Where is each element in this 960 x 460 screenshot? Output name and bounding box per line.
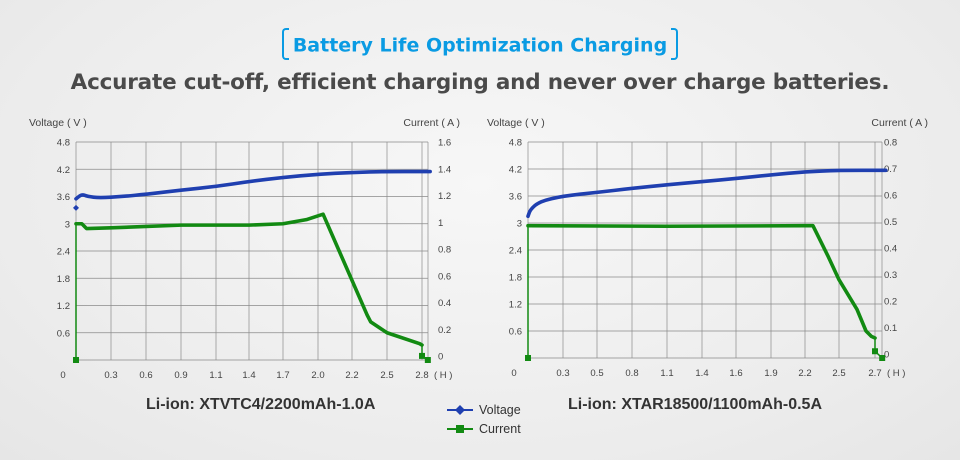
- chart-2-y-right-axis-title: Current ( A ): [871, 117, 928, 129]
- title-text: Battery Life Optimization Charging: [292, 34, 668, 57]
- legend-voltage-label: Voltage: [479, 402, 521, 417]
- chart-1-x-axis-label: ( H ): [434, 370, 452, 381]
- chart-2-x-axis-label: ( H ): [887, 368, 905, 379]
- chart-1-y-left-tick-label: 4.2: [57, 165, 70, 176]
- chart-2-y-right-tick-label: 0.8: [884, 138, 897, 149]
- chart-1-y-left-tick-label: 3: [65, 219, 70, 230]
- bracket-left-icon: [281, 28, 289, 60]
- chart-2-x-tick-label: 1.1: [660, 368, 673, 379]
- chart-1-x-tick-label: 2.2: [345, 370, 358, 381]
- chart-2-x-tick-label: 1.9: [764, 368, 777, 379]
- chart-1-y-left-tick-label: 3.6: [57, 192, 70, 203]
- square-marker-icon: [447, 424, 473, 433]
- chart-1-x-tick-label: 1.4: [242, 370, 255, 381]
- chart-1-y-left-tick-label: 2.4: [57, 247, 70, 258]
- diamond-marker-icon: [447, 404, 473, 415]
- chart-1-x-tick-label: 1.1: [209, 370, 222, 381]
- legend: Voltage Current: [447, 400, 521, 438]
- chart-1-series-current-marker: [73, 357, 79, 363]
- chart-1-y-right-tick-label: 1: [438, 218, 443, 229]
- chart-2-y-right-tick-label: 0.5: [884, 217, 897, 228]
- chart-2-series-voltage-line: [526, 168, 888, 219]
- chart-1-y-left-axis-title: Voltage ( V ): [29, 117, 87, 129]
- chart-2-series-current-marker: [879, 355, 886, 361]
- chart-2-x-tick-label: 2.7: [868, 368, 881, 379]
- chart-2-y-left-tick-label: 0.6: [509, 327, 522, 338]
- chart-1-y-right-tick-label: 1.6: [438, 138, 451, 149]
- chart-2-x-tick-label: 2.2: [798, 368, 811, 379]
- page-subtitle: Accurate cut-off, efficient charging and…: [70, 70, 890, 95]
- chart-2-y-right-tick-label: 0.1: [884, 323, 897, 334]
- chart-1-series-voltage-line: [74, 169, 432, 201]
- legend-current-label: Current: [479, 421, 521, 436]
- chart-1-y-right-tick-label: 0.2: [438, 325, 451, 336]
- chart-1-x-tick-label: 0.9: [174, 370, 187, 381]
- chart-1-x-tick-label: 2.5: [380, 370, 393, 381]
- chart-2-series-current-marker: [525, 355, 531, 361]
- chart-1-y-right-tick-label: 1.4: [438, 164, 451, 175]
- chart-1-y-right-tick-label: 0.4: [438, 298, 451, 309]
- legend-current: Current: [447, 419, 521, 438]
- chart-2-x-tick-label: 2.5: [832, 368, 845, 379]
- legend-voltage: Voltage: [447, 400, 521, 419]
- chart-2-x-tick-label: 1.6: [729, 368, 742, 379]
- chart-1-y-left-tick-label: 0.6: [57, 328, 70, 339]
- chart-1-caption: Li-ion: XTVTC4/2200mAh-1.0A: [146, 396, 376, 413]
- chart-2-y-right-tick-label: 0.4: [884, 244, 897, 255]
- chart-2-x-tick-label: 0: [511, 368, 516, 379]
- chart-2-y-right-tick-label: 0.6: [884, 191, 897, 202]
- chart-1-y-right-tick-label: 0: [438, 352, 443, 363]
- chart-2-y-left-tick-label: 2.4: [509, 246, 522, 257]
- chart-2-series-current-marker: [872, 348, 878, 355]
- chart-2-y-left-tick-label: 1.8: [509, 273, 522, 284]
- chart-1-x-tick-label: 2.0: [311, 370, 324, 381]
- chart-2-x-tick-label: 0.8: [625, 368, 638, 379]
- chart-2-y-left-tick-label: 4.2: [509, 165, 522, 176]
- chart-2-caption: Li-ion: XTAR18500/1100mAh-0.5A: [568, 396, 823, 413]
- chart-1-y-left-tick-label: 4.8: [57, 138, 70, 149]
- chart-2-y-right-tick-label: 0: [884, 350, 889, 361]
- chart-1-x-tick-label: 0: [60, 370, 65, 381]
- chart-2-y-left-tick-label: 1.2: [509, 300, 522, 311]
- chart-1-y-right-tick-label: 1.2: [438, 191, 451, 202]
- chart-1-series-current-line: [74, 212, 424, 347]
- chart-1-y-left-tick-label: 1.8: [57, 274, 70, 285]
- chart-2-y-left-tick-label: 3: [517, 219, 522, 230]
- chart-2-y-right-tick-label: 0.7: [884, 164, 897, 175]
- chart-2-x-tick-label: 0.5: [590, 368, 603, 379]
- chart-2-y-left-tick-label: 4.8: [509, 138, 522, 149]
- chart-1-series-current-marker: [419, 352, 425, 359]
- chart-1-y-right-tick-label: 0.8: [438, 245, 451, 256]
- chart-1-y-left-tick-label: 1.2: [57, 301, 70, 312]
- chart-1-y-right-tick-label: 0.6: [438, 271, 451, 282]
- chart-2-y-left-axis-title: Voltage ( V ): [487, 117, 545, 129]
- chart-1-series-voltage-marker: [73, 204, 79, 211]
- chart-2-y-right-tick-label: 0.2: [884, 297, 897, 308]
- chart-1-x-tick-label: 2.8: [415, 370, 428, 381]
- chart-1-x-tick-label: 0.6: [139, 370, 152, 381]
- chart-1-y-right-axis-title: Current ( A ): [403, 117, 460, 129]
- chart-1-x-tick-label: 1.7: [276, 370, 289, 381]
- bracket-right-icon: [671, 28, 679, 60]
- page-title: Battery Life Optimization Charging: [0, 28, 960, 62]
- chart-2-y-right-tick-label: 0.3: [884, 270, 897, 281]
- chart-1-series-current-marker: [424, 357, 431, 363]
- chart-2-x-tick-label: 1.4: [695, 368, 708, 379]
- chart-2-y-left-tick-label: 3.6: [509, 192, 522, 203]
- chart-2-x-tick-label: 0.3: [556, 368, 569, 379]
- chart-1-x-tick-label: 0.3: [104, 370, 117, 381]
- chart-2-series-current-line: [526, 223, 877, 340]
